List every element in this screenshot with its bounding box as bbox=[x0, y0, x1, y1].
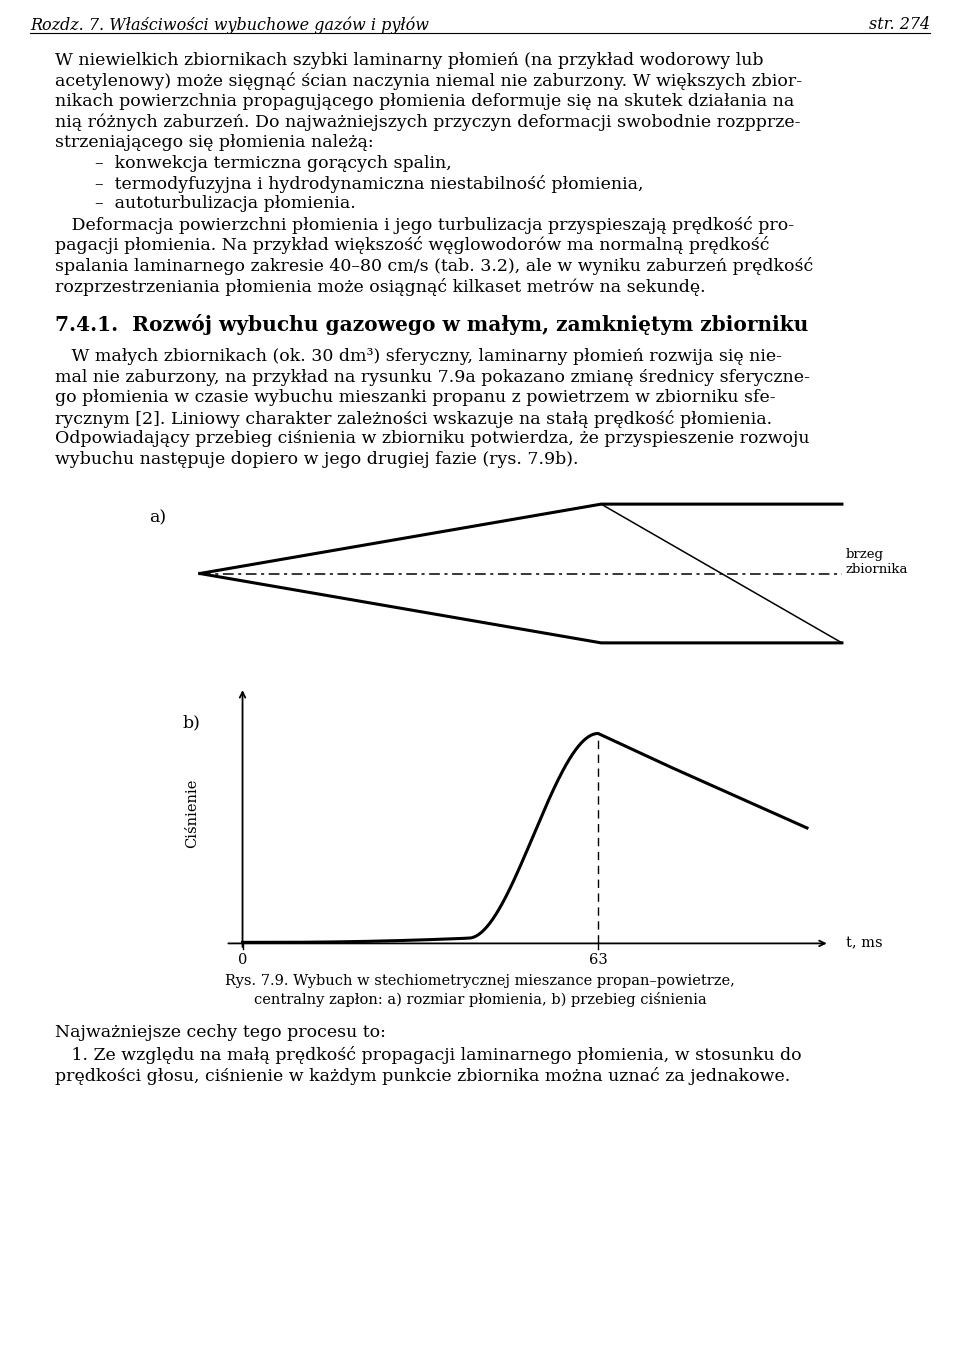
Text: Rozdz. 7. Właściwości wybuchowe gazów i pyłów: Rozdz. 7. Właściwości wybuchowe gazów i … bbox=[30, 16, 429, 34]
Text: Deformacja powierzchni płomienia i jego turbulizacja przyspieszają prędkość pro-: Deformacja powierzchni płomienia i jego … bbox=[55, 215, 794, 234]
Text: a): a) bbox=[149, 510, 166, 526]
Text: pagacji płomienia. Na przykład większość węglowodorów ma normalną prędkość: pagacji płomienia. Na przykład większość… bbox=[55, 237, 770, 255]
Text: str. 274: str. 274 bbox=[869, 16, 930, 33]
Text: nią różnych zaburzeń. Do najważniejszych przyczyn deformacji swobodnie rozpprze-: nią różnych zaburzeń. Do najważniejszych… bbox=[55, 113, 801, 131]
Text: W małych zbiornikach (ok. 30 dm³) sferyczny, laminarny płomień rozwija się nie-: W małych zbiornikach (ok. 30 dm³) sferyc… bbox=[55, 348, 782, 365]
Text: –  autoturbulizacja płomienia.: – autoturbulizacja płomienia. bbox=[95, 195, 356, 213]
Text: Najważniejsze cechy tego procesu to:: Najważniejsze cechy tego procesu to: bbox=[55, 1024, 386, 1041]
Text: 0: 0 bbox=[238, 953, 248, 966]
Text: –  konwekcja termiczna gorących spalin,: – konwekcja termiczna gorących spalin, bbox=[95, 154, 452, 172]
Text: go płomienia w czasie wybuchu mieszanki propanu z powietrzem w zbiorniku sfe-: go płomienia w czasie wybuchu mieszanki … bbox=[55, 388, 776, 406]
Text: b): b) bbox=[182, 714, 201, 731]
Text: Odpowiadający przebieg ciśnienia w zbiorniku potwierdza, że przyspieszenie rozwo: Odpowiadający przebieg ciśnienia w zbior… bbox=[55, 429, 809, 447]
Text: mal nie zaburzony, na przykład na rysunku 7.9a pokazano zmianę średnicy sferyczn: mal nie zaburzony, na przykład na rysunk… bbox=[55, 368, 810, 386]
Text: 63: 63 bbox=[588, 953, 608, 966]
Text: 7.4.1.  Rozwój wybuchu gazowego w małym, zamkniętym zbiorniku: 7.4.1. Rozwój wybuchu gazowego w małym, … bbox=[55, 313, 808, 335]
Text: strzeniającego się płomienia należą:: strzeniającego się płomienia należą: bbox=[55, 134, 373, 151]
Text: t, ms: t, ms bbox=[847, 936, 883, 950]
Text: rycznym [2]. Liniowy charakter zależności wskazuje na stałą prędkość płomienia.: rycznym [2]. Liniowy charakter zależnośc… bbox=[55, 409, 772, 428]
Text: W niewielkich zbiornikach szybki laminarny płomień (na przykład wodorowy lub: W niewielkich zbiornikach szybki laminar… bbox=[55, 52, 763, 70]
Text: –  termodyfuzyjna i hydrodynamiczna niestabilność płomienia,: – termodyfuzyjna i hydrodynamiczna niest… bbox=[95, 174, 643, 194]
Text: rozprzestrzeniania płomienia może osiągnąć kilkaset metrów na sekundę.: rozprzestrzeniania płomienia może osiągn… bbox=[55, 278, 706, 296]
Text: brzeg
zbiornika: brzeg zbiornika bbox=[846, 548, 908, 577]
Text: centralny zapłon: a) rozmiar płomienia, b) przebieg ciśnienia: centralny zapłon: a) rozmiar płomienia, … bbox=[253, 992, 707, 1007]
Text: wybuchu następuje dopiero w jego drugiej fazie (rys. 7.9b).: wybuchu następuje dopiero w jego drugiej… bbox=[55, 451, 579, 468]
Text: spalania laminarnego zakresie 40–80 cm/s (tab. 3.2), ale w wyniku zaburzeń prędk: spalania laminarnego zakresie 40–80 cm/s… bbox=[55, 258, 813, 275]
Text: nikach powierzchnia propagującego płomienia deformuje się na skutek działania na: nikach powierzchnia propagującego płomie… bbox=[55, 93, 794, 110]
Text: prędkości głosu, ciśnienie w każdym punkcie zbiornika można uznać za jednakowe.: prędkości głosu, ciśnienie w każdym punk… bbox=[55, 1067, 790, 1085]
Text: Ciśnienie: Ciśnienie bbox=[184, 778, 199, 848]
Text: 1. Ze względu na małą prędkość propagacji laminarnego płomienia, w stosunku do: 1. Ze względu na małą prędkość propagacj… bbox=[55, 1047, 802, 1065]
Text: acetylenowy) może sięgnąć ścian naczynia niemal nie zaburzony. W większych zbior: acetylenowy) może sięgnąć ścian naczynia… bbox=[55, 72, 803, 90]
Text: Rys. 7.9. Wybuch w stechiometrycznej mieszance propan–powietrze,: Rys. 7.9. Wybuch w stechiometrycznej mie… bbox=[225, 975, 735, 988]
